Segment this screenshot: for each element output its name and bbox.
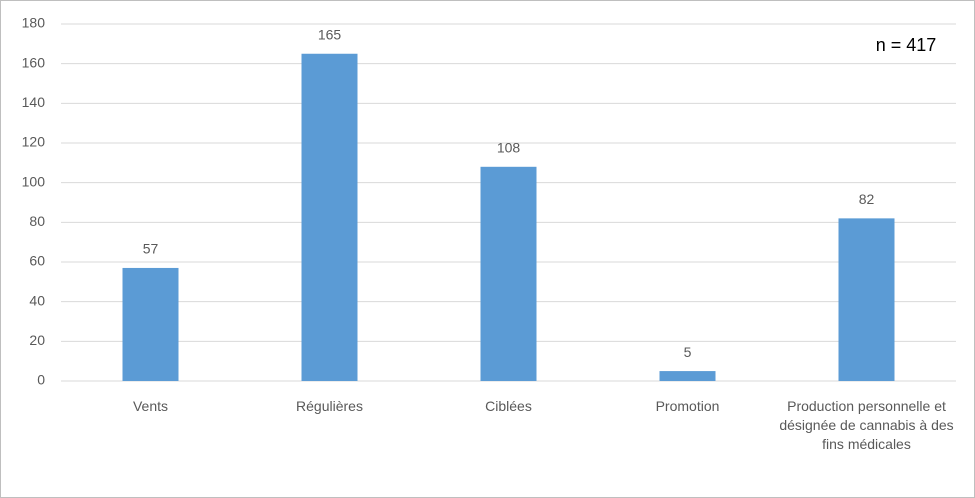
- y-tick-label: 180: [22, 15, 46, 31]
- data-label: 82: [859, 191, 875, 207]
- x-tick-label: Production personnelle et désignée de ca…: [779, 398, 954, 452]
- bar: [301, 53, 358, 381]
- x-tick-label: Promotion: [655, 398, 720, 414]
- y-tick-label: 160: [22, 54, 46, 70]
- y-tick-label: 80: [29, 213, 45, 229]
- data-label: 165: [318, 26, 342, 42]
- y-tick-label: 60: [29, 253, 45, 269]
- y-tick-label: 140: [22, 94, 46, 110]
- data-label: 57: [143, 241, 159, 257]
- y-tick-label: 0: [37, 372, 45, 388]
- bar: [122, 267, 179, 381]
- data-label: 108: [497, 140, 521, 156]
- bar: [659, 371, 716, 381]
- x-tick-label: Régulières: [296, 398, 363, 414]
- x-tick-label: Vents: [132, 398, 169, 414]
- bar: [480, 166, 537, 381]
- y-tick-label: 100: [22, 173, 46, 189]
- data-label: 5: [684, 344, 692, 360]
- x-tick-label: Ciblées: [485, 398, 532, 414]
- y-tick-label: 120: [22, 134, 46, 150]
- bar: [838, 218, 895, 381]
- y-tick-label: 20: [29, 332, 45, 348]
- y-tick-label: 40: [29, 292, 45, 308]
- annotation: n = 417: [876, 35, 937, 55]
